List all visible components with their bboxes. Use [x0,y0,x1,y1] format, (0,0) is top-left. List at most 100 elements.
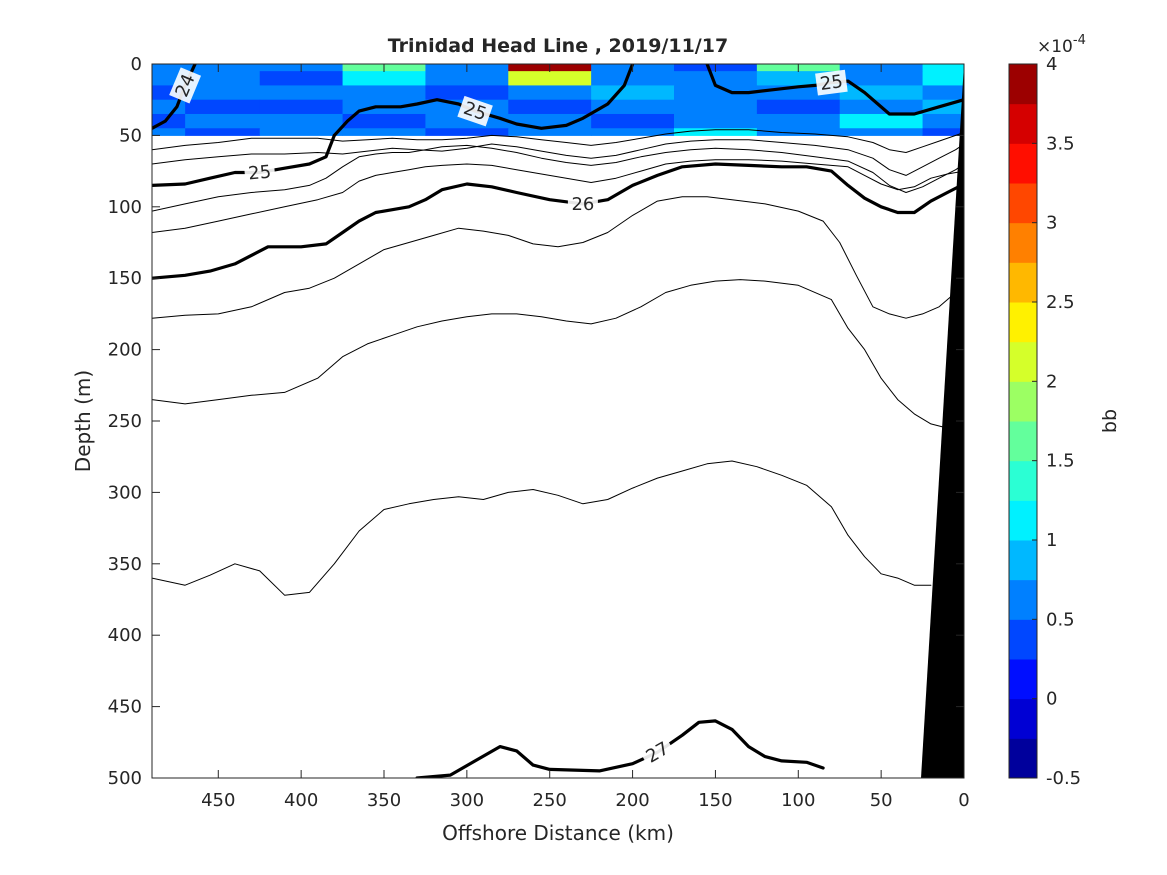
contour-line-major [152,162,964,280]
colorbar-band [1009,738,1037,779]
heatmap-cell [152,128,186,136]
x-tick-label: 0 [958,790,969,811]
heatmap-cell [185,99,261,115]
colorbar-band [1009,302,1037,343]
colorbar-exponent: ×10-4 [1037,33,1086,57]
colorbar-label: bb [1099,409,1121,433]
y-tick-label: 450 [108,697,142,718]
colorbar: 4 3.5 3 2.5 2 1.5 1 0.5 0 -0.5 [1008,54,1081,789]
heatmap-cell [185,71,261,86]
x-axis-label: Offshore Distance (km) [442,821,674,845]
contour-label: 25 [243,160,276,185]
colorbar-tick-label: 3 [1046,213,1057,234]
x-tick-label: 300 [450,790,484,811]
heatmap-cell [185,64,261,72]
colorbar-band [1009,698,1037,739]
colorbar-band [1009,183,1037,224]
heatmap-cell [259,128,344,136]
heatmap-cell [342,71,426,86]
contour-line-minor [152,129,964,153]
y-tick-label: 300 [108,482,142,503]
contour-line-minor [152,144,964,212]
colorbar-tick-label: 1.5 [1046,451,1075,472]
colorbar-tick-label: 1 [1046,530,1057,551]
colorbar-tick-label: 0.5 [1046,609,1075,630]
heatmap-cell [342,128,426,136]
heatmap-cell [425,71,509,86]
heatmap-cell [839,71,924,86]
heatmap-cell [922,85,964,101]
contour-line-minor [152,139,964,176]
heatmap-cell [591,128,675,136]
svg-text:25: 25 [819,71,844,95]
heatmap-cell [508,71,592,86]
y-tick-label: 100 [108,197,142,218]
x-tick-label: 400 [284,790,318,811]
heatmap-cell [152,99,186,115]
contour-label: 25 [457,95,493,127]
heatmap-cell [185,113,261,129]
x-axis-ticks: 450 400 350 300 250 200 150 100 50 0 [201,64,970,811]
contour-line-minor [152,159,964,233]
colorbar-band [1009,341,1037,382]
colorbar-tick-label: 2.5 [1046,292,1075,313]
heatmap-cell [342,85,426,101]
heatmap-cell [508,99,592,115]
heatmap-cell [508,85,592,101]
chart-title: Trinidad Head Line , 2019/11/17 [388,35,728,57]
x-tick-label: 50 [870,790,893,811]
colorbar-band [1009,262,1037,303]
heatmap-cell [756,113,841,129]
colorbar-band [1009,540,1037,581]
contour-line-minor [152,460,932,596]
svg-text:26: 26 [571,194,594,215]
colorbar-tick-label: 3.5 [1046,133,1075,154]
colorbar-band [1009,579,1037,620]
y-tick-label: 250 [108,411,142,432]
y-tick-label: 50 [119,125,142,146]
colorbar-band [1009,64,1037,105]
heatmap-cell [591,71,675,86]
heatmap-cell [185,128,261,136]
colorbar-band [1009,659,1037,700]
heatmap-cell [425,85,509,101]
heatmap-cell [342,113,426,129]
contour-line-minor [152,279,948,429]
heatmap-cell [674,71,758,86]
colorbar-band [1009,500,1037,541]
heatmap-cell [756,99,841,115]
heatmap-cell [152,64,186,72]
plot-area [152,64,964,778]
colorbar-tick-label: -0.5 [1046,768,1081,789]
heatmap-cell [591,113,675,129]
x-tick-label: 350 [367,790,401,811]
colorbar-band [1009,103,1037,144]
colorbar-tick-label: 2 [1046,371,1057,392]
heatmap-cell [591,85,675,101]
heatmap-cell [922,128,964,136]
contour-label: 25 [815,69,848,96]
colorbar-tick-label: 4 [1046,54,1057,75]
y-tick-label: 350 [108,554,142,575]
x-tick-label: 250 [533,790,567,811]
heatmap-cell [674,128,758,136]
y-tick-label: 150 [108,268,142,289]
y-tick-label: 0 [131,54,142,75]
y-axis-ticks: 0 50 100 150 200 250 300 350 400 450 500 [108,54,964,789]
colorbar-band [1009,619,1037,660]
colorbar-band [1009,381,1037,422]
colorbar-band [1009,460,1037,501]
heatmap-cell [839,85,924,101]
colorbar-tick-label: 0 [1046,689,1057,710]
y-tick-label: 500 [108,768,142,789]
colorbar-band [1009,421,1037,462]
y-axis-label: Depth (m) [71,370,95,472]
heatmap-cell [674,85,758,101]
heatmap-cell [259,85,344,101]
bathymetry-shelf [921,64,964,778]
x-tick-label: 200 [615,790,649,811]
heatmap-cell [922,113,964,129]
heatmap-cell [839,113,924,129]
heatmap-cell [259,113,344,129]
